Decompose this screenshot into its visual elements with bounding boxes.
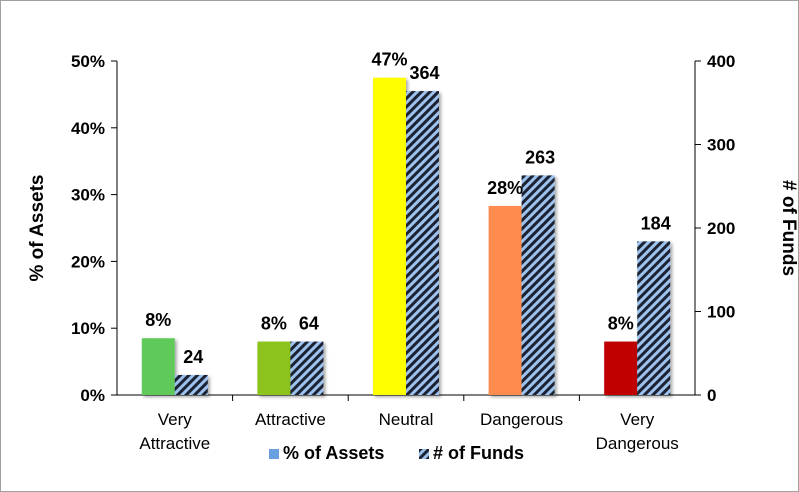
left-tick-label: 30% bbox=[71, 186, 105, 205]
data-label-pct-assets: 28% bbox=[487, 178, 523, 198]
data-label-pct-assets: 8% bbox=[145, 310, 171, 330]
left-tick-label: 40% bbox=[71, 119, 105, 138]
data-label-num-funds: 184 bbox=[641, 213, 671, 233]
category-label: Attractive bbox=[139, 434, 210, 453]
left-tick-label: 10% bbox=[71, 319, 105, 338]
category-label: Very bbox=[158, 410, 193, 429]
legend-swatch bbox=[419, 449, 429, 459]
data-label-pct-assets: 8% bbox=[608, 314, 634, 334]
bar-pct-assets bbox=[373, 77, 406, 395]
right-axis-title: # of Funds bbox=[778, 180, 798, 276]
left-axis-title: % of Assets bbox=[27, 175, 48, 282]
bar-pct-assets bbox=[604, 341, 638, 395]
bar-num-funds bbox=[521, 175, 555, 395]
bar-pct-assets bbox=[141, 338, 175, 395]
left-tick-label: 50% bbox=[71, 52, 105, 71]
category-label: Neutral bbox=[379, 410, 434, 429]
category-label: Very bbox=[620, 410, 655, 429]
right-tick-label: 300 bbox=[707, 136, 735, 155]
bar-pct-assets bbox=[257, 341, 291, 395]
bar-num-funds bbox=[637, 241, 671, 395]
data-label-num-funds: 24 bbox=[183, 347, 203, 367]
category-label: Dangerous bbox=[480, 410, 563, 429]
category-label: Dangerous bbox=[596, 434, 679, 453]
right-tick-label: 200 bbox=[707, 219, 735, 238]
data-label-num-funds: 364 bbox=[409, 63, 439, 83]
legend-label: % of Assets bbox=[283, 443, 384, 463]
right-tick-label: 100 bbox=[707, 303, 735, 322]
bar-num-funds bbox=[406, 91, 439, 395]
right-tick-label: 0 bbox=[707, 386, 716, 405]
category-label: Attractive bbox=[255, 410, 326, 429]
left-tick-label: 20% bbox=[71, 252, 105, 271]
data-label-pct-assets: 47% bbox=[371, 50, 407, 70]
legend-label: # of Funds bbox=[433, 443, 524, 463]
bar-num-funds bbox=[290, 341, 324, 395]
bar-num-funds bbox=[174, 374, 208, 395]
data-label-num-funds: 263 bbox=[525, 147, 555, 167]
bar-pct-assets bbox=[488, 205, 522, 395]
left-tick-label: 0% bbox=[80, 386, 105, 405]
data-label-num-funds: 64 bbox=[299, 314, 319, 334]
legend-swatch bbox=[269, 449, 279, 459]
data-label-pct-assets: 8% bbox=[261, 314, 287, 334]
right-tick-label: 400 bbox=[707, 52, 735, 71]
